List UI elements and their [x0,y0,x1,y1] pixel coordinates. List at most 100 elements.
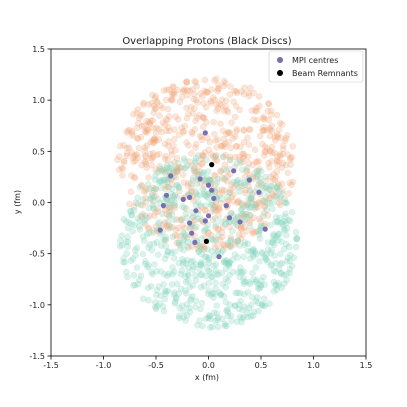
cloud-point-1 [260,273,267,281]
cloud-point-0 [238,182,246,190]
cloud-point-0 [150,229,157,237]
cloud-point-1 [255,307,262,315]
cloud-point-0 [215,225,222,233]
cloud-point-0 [221,77,228,85]
cloud-point-1 [169,264,176,271]
cloud-point-0 [274,162,281,169]
cloud-point-0 [283,132,291,139]
cloud-point-1 [278,284,286,291]
cloud-point-0 [275,199,283,207]
cloud-point-1 [197,245,205,252]
cloud-point-0 [224,108,232,116]
cloud-point-1 [259,250,266,257]
cloud-point-0 [268,122,276,130]
cloud-point-1 [181,231,188,238]
cloud-point-0 [279,150,286,158]
cloud-point-1 [161,236,168,244]
cloud-point-1 [169,233,177,241]
cloud-point-0 [237,143,244,150]
cloud-point-1 [250,276,257,283]
cloud-point-1 [224,306,231,313]
cloud-point-1 [136,226,144,233]
cloud-point-0 [261,149,268,156]
cloud-point-0 [142,153,150,160]
cloud-point-0 [176,98,184,106]
cloud-point-0 [185,110,192,117]
cloud-point-1 [267,222,274,229]
cloud-point-1 [240,268,248,276]
cloud-point-1 [175,184,183,192]
cloud-point-1 [145,204,153,212]
cloud-point-1 [275,266,283,273]
cloud-point-1 [160,281,167,288]
cloud-point-0 [230,98,237,105]
cloud-point-1 [272,281,279,288]
cloud-point-0 [180,179,188,186]
cloud-point-1 [259,302,267,309]
cloud-point-0 [269,191,276,198]
cloud-point-0 [166,127,173,135]
cloud-point-0 [190,197,197,204]
cloud-point-0 [171,91,178,98]
cloud-point-1 [274,218,281,225]
cloud-point-0 [170,89,178,96]
cloud-point-1 [277,260,284,268]
cloud-point-1 [192,272,199,279]
cloud-point-0 [211,172,218,179]
cloud-point-0 [276,126,283,133]
cloud-point-0 [127,188,135,196]
cloud-point-1 [184,256,191,264]
cloud-point-0 [151,136,158,144]
cloud-point-1 [203,156,210,163]
cloud-point-0 [254,228,261,235]
cloud-point-1 [208,273,216,281]
cloud-point-0 [142,187,150,194]
cloud-point-1 [245,304,253,312]
cloud-point-0 [152,185,160,193]
cloud-point-1 [164,287,172,295]
cloud-point-0 [200,246,208,253]
cloud-point-1 [154,169,161,176]
cloud-point-0 [149,139,157,147]
cloud-point-0 [154,205,161,212]
cloud-point-1 [203,253,210,261]
cloud-point-0 [224,173,231,180]
cloud-point-1 [257,175,264,182]
cloud-point-1 [246,278,253,286]
cloud-point-1 [198,235,205,242]
cloud-point-0 [162,96,170,104]
cloud-point-0 [288,154,296,161]
cloud-point-0 [168,147,175,155]
cloud-point-0 [216,206,223,214]
cloud-point-0 [218,229,226,236]
cloud-point-0 [232,181,240,189]
cloud-point-0 [194,114,201,122]
cloud-point-1 [227,236,235,244]
cloud-point-0 [152,105,159,113]
cloud-point-1 [285,243,293,251]
cloud-point-0 [252,200,260,208]
cloud-point-0 [149,150,157,157]
chart-title: Overlapping Protons (Black Discs) [122,36,291,47]
cloud-point-1 [218,315,226,322]
cloud-point-1 [271,241,278,249]
cloud-point-1 [276,231,283,238]
cloud-point-0 [233,126,241,133]
cloud-point-1 [282,210,289,217]
cloud-point-0 [268,149,276,157]
cloud-point-1 [201,191,208,198]
cloud-point-1 [228,317,235,325]
cloud-point-1 [161,287,169,295]
cloud-point-0 [130,152,137,160]
cloud-point-0 [225,139,232,146]
cloud-point-1 [157,268,165,275]
cloud-point-1 [175,238,182,246]
cloud-point-1 [238,166,246,173]
cloud-point-1 [280,225,288,233]
cloud-point-0 [223,167,230,174]
cloud-point-0 [220,135,228,143]
cloud-point-0 [177,164,185,172]
cloud-point-0 [180,127,187,135]
cloud-point-1 [120,254,127,262]
cloud-point-0 [213,75,220,82]
